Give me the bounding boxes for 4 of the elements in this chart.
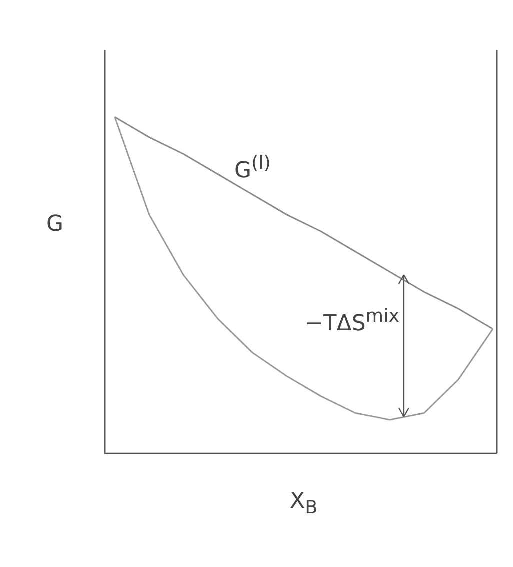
series-label: G$^{(l)}$ xyxy=(234,152,271,183)
annotation: −TΔS$^{mix}$ xyxy=(304,306,400,336)
y-axis-title: G xyxy=(46,212,64,237)
x-axis-title: X$_{B}$ xyxy=(290,488,318,518)
